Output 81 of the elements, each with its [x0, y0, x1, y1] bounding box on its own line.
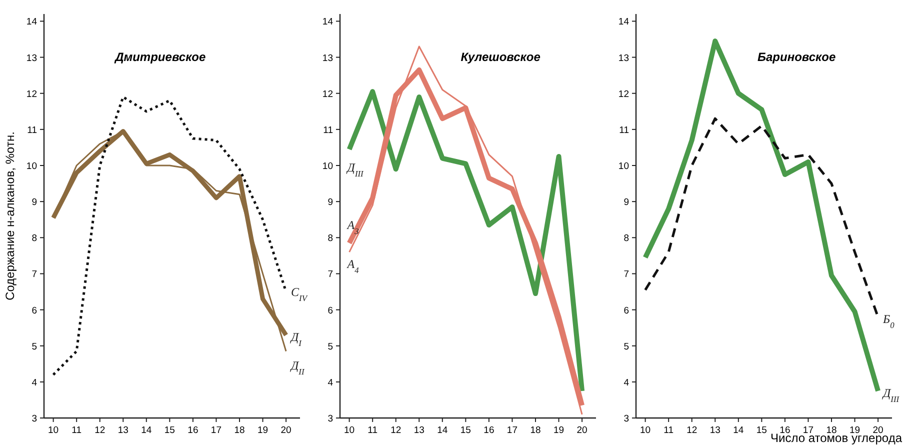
y-tick-label: 7: [624, 269, 629, 280]
x-tick-label: 14: [141, 425, 152, 436]
y-tick-label: 8: [32, 233, 37, 244]
x-tick-label: 13: [414, 425, 424, 436]
series-label: A$_{3}$: [346, 218, 359, 236]
x-tick-label: 19: [257, 425, 268, 436]
x-tick-label: 17: [210, 425, 222, 436]
series-label: С$_{IV}$: [291, 284, 308, 302]
y-tick-label: 4: [624, 377, 629, 388]
y-tick-label: 7: [328, 269, 333, 280]
x-tick-label: 12: [686, 425, 698, 436]
text: Кулешовское: [460, 50, 541, 64]
text: Бариновское: [758, 50, 836, 64]
x-tick-label: 20: [872, 425, 884, 436]
x-tick-label: 11: [664, 425, 674, 436]
x-tick-label: 16: [484, 425, 494, 436]
y-tick-label: 9: [624, 197, 629, 208]
x-tick-label: 19: [849, 425, 860, 436]
series-label: Д$_{II}$: [290, 358, 306, 376]
x-tick-label: 10: [344, 425, 355, 436]
x-tick-label: 12: [94, 425, 106, 436]
x-tick-label: 14: [733, 425, 744, 436]
y-tick-label: 13: [618, 52, 629, 64]
x-tick-label: 19: [553, 425, 564, 436]
y-tick-label: 3: [624, 414, 629, 424]
y-tick-label: 11: [27, 124, 37, 136]
y-tick-label: 13: [26, 52, 37, 64]
y-tick-label: 10: [618, 161, 629, 172]
series-label: A$_{4}$: [346, 257, 359, 275]
y-tick-label: 5: [328, 341, 333, 352]
x-tick-label: 12: [390, 425, 402, 436]
series-label: Д$_{III}$: [346, 160, 365, 178]
y-tick-label: 8: [624, 233, 629, 244]
y-tick-label: 10: [322, 161, 333, 172]
x-tick-label: 15: [164, 425, 175, 436]
text: Дмитриевское: [114, 50, 206, 64]
y-tick-label: 12: [322, 88, 333, 100]
x-tick-label: 10: [48, 425, 59, 436]
y-tick-label: 10: [26, 161, 37, 172]
series-label: Б$_{0}$: [882, 312, 896, 330]
y-tick-label: 14: [322, 16, 333, 28]
x-tick-label: 16: [188, 425, 198, 436]
y-axis-title: Содержание н-алканов, %отн.: [3, 132, 17, 300]
x-tick-label: 13: [710, 425, 720, 436]
y-tick-label: 9: [328, 197, 333, 208]
x-tick-label: 14: [437, 425, 448, 436]
y-tick-label: 12: [618, 88, 629, 100]
x-tick-label: 15: [460, 425, 471, 436]
x-tick-label: 13: [118, 425, 128, 436]
x-tick-label: 11: [72, 425, 82, 436]
y-tick-label: 4: [32, 377, 37, 388]
y-tick-label: 3: [32, 414, 37, 424]
series-label: Д$_{III}$: [882, 386, 900, 404]
x-tick-label: 17: [506, 425, 518, 436]
x-tick-label: 15: [756, 425, 767, 436]
x-tick-label: 17: [802, 425, 814, 436]
y-tick-label: 12: [26, 88, 37, 100]
y-tick-label: 5: [32, 341, 37, 352]
y-tick-label: 5: [624, 341, 629, 352]
x-tick-label: 20: [576, 425, 588, 436]
y-tick-label: 14: [618, 16, 629, 28]
x-tick-label: 18: [530, 425, 541, 436]
y-tick-label: 8: [328, 233, 333, 244]
y-tick-label: 9: [32, 197, 37, 208]
x-tick-label: 11: [368, 425, 378, 436]
x-tick-label: 18: [826, 425, 837, 436]
y-tick-label: 6: [328, 305, 333, 316]
x-tick-label: 18: [234, 425, 245, 436]
y-tick-label: 7: [32, 269, 37, 280]
x-tick-label: 16: [780, 425, 790, 436]
y-tick-label: 6: [32, 305, 37, 316]
series-label: Д$_{I}$: [290, 330, 303, 348]
y-tick-label: 6: [624, 305, 629, 316]
y-tick-label: 11: [323, 124, 333, 136]
y-tick-label: 13: [322, 52, 333, 64]
x-tick-label: 10: [640, 425, 651, 436]
y-tick-label: 11: [619, 124, 629, 136]
y-tick-label: 4: [328, 377, 333, 388]
y-tick-label: 3: [328, 414, 333, 424]
x-tick-label: 20: [280, 425, 292, 436]
y-tick-label: 14: [26, 16, 37, 28]
